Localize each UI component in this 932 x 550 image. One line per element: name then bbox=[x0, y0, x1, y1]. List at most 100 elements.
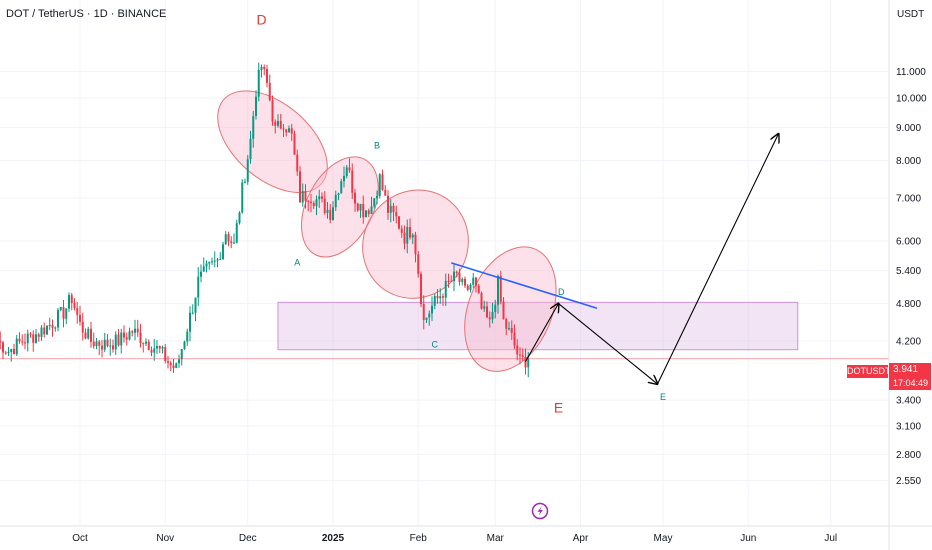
candle-up bbox=[128, 331, 131, 340]
candle-up bbox=[35, 334, 37, 343]
candle-down bbox=[169, 362, 172, 366]
lightning-icon-bolt bbox=[537, 506, 543, 516]
candle-up bbox=[213, 260, 216, 262]
price-tick-label: 9.000 bbox=[896, 123, 921, 134]
candle-down bbox=[367, 210, 370, 215]
candle-down bbox=[0, 341, 2, 343]
candle-up bbox=[54, 327, 57, 329]
candle-up bbox=[233, 242, 235, 244]
candle-down bbox=[488, 317, 491, 320]
price-tick-label: 10.000 bbox=[896, 94, 927, 105]
candle-down bbox=[480, 293, 483, 309]
resistance-trendline bbox=[451, 262, 598, 309]
price-tick-label: 5.400 bbox=[896, 266, 921, 277]
candle-down bbox=[263, 67, 266, 70]
candle-down bbox=[422, 304, 425, 320]
candle-down bbox=[112, 345, 114, 350]
candle-up bbox=[68, 295, 70, 309]
candle-down bbox=[13, 348, 15, 355]
candle-up bbox=[337, 193, 340, 196]
price-tick-label: 2.800 bbox=[896, 450, 921, 461]
candle-down bbox=[304, 191, 307, 201]
chart-extras bbox=[531, 502, 549, 520]
candle-down bbox=[172, 365, 175, 369]
candle-up bbox=[194, 297, 197, 313]
wave-label: B bbox=[374, 140, 380, 150]
candle-up bbox=[334, 195, 337, 208]
candle-up bbox=[370, 206, 373, 215]
candle-down bbox=[312, 203, 315, 207]
candle-up bbox=[444, 280, 447, 298]
projection-arrow bbox=[558, 303, 658, 385]
candle-up bbox=[260, 67, 263, 70]
lightning-icon-ring bbox=[531, 502, 549, 520]
candle-down bbox=[499, 275, 502, 302]
candle-up bbox=[425, 317, 428, 320]
candle-up bbox=[255, 96, 257, 116]
wave-label: A bbox=[294, 257, 300, 267]
price-tick-label: 6.000 bbox=[896, 237, 921, 248]
candle-up bbox=[359, 203, 362, 211]
candle-down bbox=[2, 342, 4, 353]
candle-up bbox=[378, 174, 381, 197]
candle-down bbox=[450, 281, 453, 283]
price-tick-label: 8.000 bbox=[896, 156, 921, 167]
candle-down bbox=[299, 171, 301, 203]
candle-up bbox=[222, 244, 224, 259]
candle-up bbox=[491, 312, 494, 320]
time-tick-label: Apr bbox=[573, 533, 589, 544]
candle-up bbox=[189, 312, 191, 332]
candle-down bbox=[76, 308, 79, 315]
candle-down bbox=[139, 332, 142, 344]
candle-down bbox=[505, 319, 508, 329]
candle-down bbox=[398, 216, 400, 229]
candles-layer bbox=[0, 62, 530, 378]
candle-down bbox=[37, 334, 40, 337]
candle-down bbox=[150, 349, 153, 353]
candle-up bbox=[57, 310, 59, 328]
candle-up bbox=[235, 223, 238, 243]
time-tick-label: Nov bbox=[156, 533, 174, 544]
candle-up bbox=[59, 307, 62, 311]
price-tick-label: 4.800 bbox=[896, 299, 921, 310]
candle-down bbox=[414, 234, 417, 255]
candle-up bbox=[202, 266, 205, 272]
candle-up bbox=[200, 271, 202, 277]
candle-up bbox=[246, 159, 249, 182]
time-axis[interactable]: Oct Nov Dec 2025 Feb Mar Apr May Jun Jul bbox=[0, 525, 932, 544]
candle-down bbox=[4, 352, 7, 354]
projection-arrow bbox=[657, 134, 779, 385]
candle-up bbox=[114, 334, 117, 350]
candle-down bbox=[356, 203, 359, 211]
candle-down bbox=[510, 328, 513, 333]
candle-up bbox=[40, 327, 43, 337]
candle-down bbox=[158, 346, 161, 349]
candle-down bbox=[477, 285, 480, 294]
candle-down bbox=[271, 100, 274, 122]
candle-down bbox=[521, 355, 524, 357]
candle-down bbox=[458, 272, 461, 282]
candle-down bbox=[29, 333, 32, 335]
candle-down bbox=[131, 331, 134, 333]
wave-label: D bbox=[558, 287, 565, 297]
candle-down bbox=[362, 203, 365, 218]
candle-down bbox=[51, 324, 54, 328]
candle-up bbox=[439, 296, 442, 299]
candle-down bbox=[136, 328, 139, 333]
candle-down bbox=[502, 301, 505, 320]
price-axis[interactable]: 11.000 10.000 9.000 8.000 7.000 6.000 5.400 4.8… bbox=[888, 0, 927, 550]
chart-title: DOT / TetherUS · 1D · BINANCE bbox=[6, 8, 167, 20]
candle-down bbox=[329, 209, 332, 220]
candle-down bbox=[167, 361, 169, 363]
wave-label: C bbox=[432, 340, 439, 350]
candle-up bbox=[249, 138, 252, 160]
candle-down bbox=[32, 334, 35, 343]
candle-down bbox=[486, 306, 488, 318]
price-tick-label: 3.100 bbox=[896, 421, 921, 432]
candle-up bbox=[216, 259, 219, 261]
candle-up bbox=[241, 182, 244, 213]
candle-down bbox=[43, 327, 46, 335]
candle-down bbox=[310, 201, 312, 204]
candle-down bbox=[279, 120, 282, 129]
